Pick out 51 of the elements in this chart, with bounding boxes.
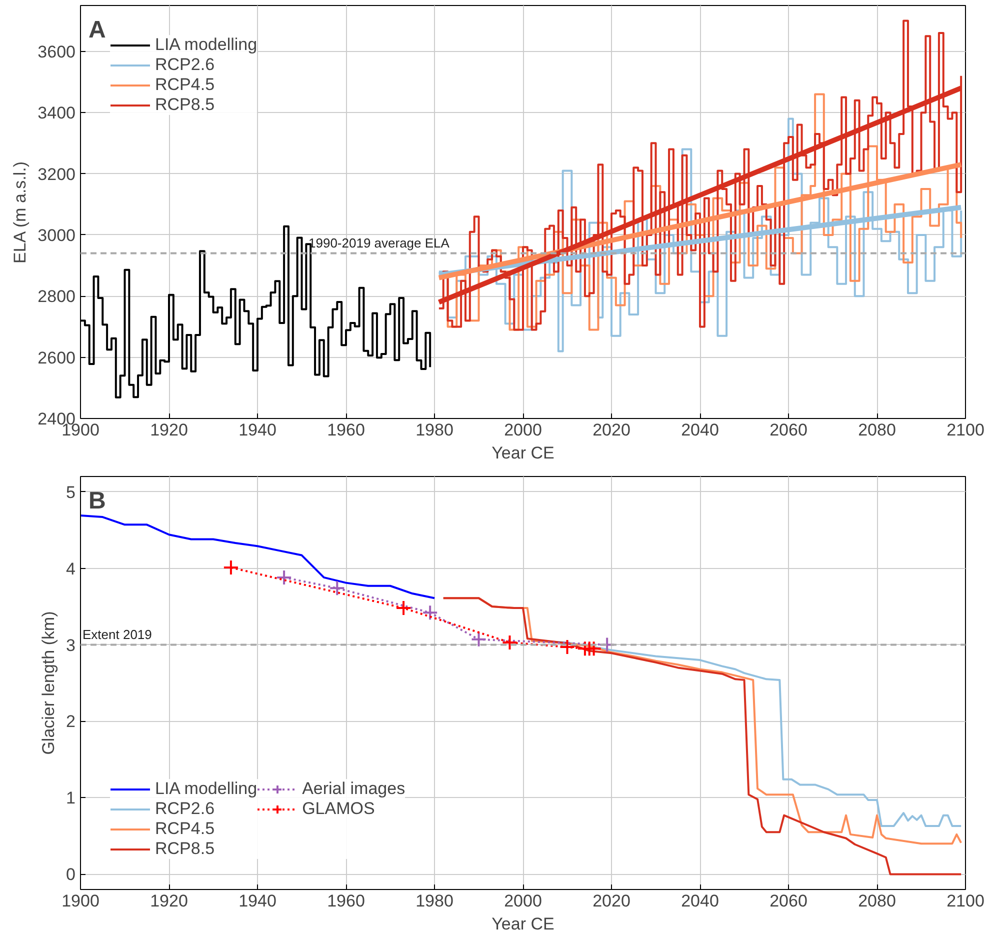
x-tick-label: 1920 (150, 420, 188, 440)
y-axis-title: ELA (m a.s.l.) (10, 161, 30, 264)
x-tick-label: 1980 (416, 892, 454, 910)
x-tick-label: 2000 (504, 892, 542, 910)
x-tick-label: 2020 (592, 420, 630, 440)
legend-label: RCP2.6 (155, 55, 215, 75)
y-tick-label: 2800 (38, 287, 76, 306)
legend-label: Aerial images (302, 779, 406, 799)
x-tick-label: 2060 (770, 892, 808, 910)
y-tick-label: 1 (66, 788, 76, 808)
x-tick-label: 2040 (681, 420, 719, 440)
legend-label: RCP8.5 (155, 839, 215, 859)
y-tick-label: 2600 (38, 348, 76, 368)
legend-label: RCP2.6 (155, 799, 215, 819)
y-tick-label: 4 (66, 559, 76, 578)
ref-line-label: Extent 2019 (82, 626, 152, 642)
x-tick-label: 1940 (238, 420, 276, 440)
y-tick-label: 3600 (38, 42, 76, 62)
annotation: A (88, 16, 106, 44)
x-tick-label: 2020 (592, 892, 630, 910)
x-tick-label: 1980 (416, 420, 454, 440)
x-tick-label: 1900 (62, 892, 100, 910)
ref-line-label: 1990-2019 average ELA (308, 235, 450, 250)
legend-label: GLAMOS (302, 799, 375, 819)
y-tick-label: 3200 (38, 164, 76, 184)
y-tick-label: 2 (66, 712, 76, 732)
legend-label: RCP4.5 (155, 819, 215, 839)
y-tick-label: 3 (66, 636, 76, 655)
x-axis-title: Year CE (492, 444, 554, 462)
x-tick-label: 2060 (770, 420, 808, 440)
legend-label: RCP8.5 (155, 95, 215, 115)
x-tick-label: 2080 (858, 420, 896, 440)
x-tick-label: 2100 (946, 892, 984, 910)
legend-label: RCP4.5 (155, 75, 215, 95)
legend-label: LIA modelling (155, 779, 258, 799)
x-tick-label: 2100 (946, 420, 984, 440)
x-tick-label: 1940 (238, 892, 276, 910)
x-axis-title: Year CE (492, 914, 554, 934)
y-tick-label: 3000 (38, 226, 76, 245)
y-tick-label: 3400 (38, 104, 76, 123)
legend-label: LIA modelling (155, 35, 258, 55)
x-tick-label: 1920 (150, 892, 188, 910)
y-axis-title: Glacier length (km) (39, 611, 58, 755)
x-tick-label: 2000 (504, 420, 542, 440)
x-tick-label: 1960 (327, 420, 365, 440)
y-tick-label: 0 (66, 865, 76, 884)
annotation: B (88, 488, 106, 514)
x-tick-label: 2040 (681, 892, 719, 910)
x-tick-label: 2080 (858, 892, 896, 910)
y-tick-label: 5 (66, 482, 76, 502)
x-tick-label: 1960 (327, 892, 365, 910)
